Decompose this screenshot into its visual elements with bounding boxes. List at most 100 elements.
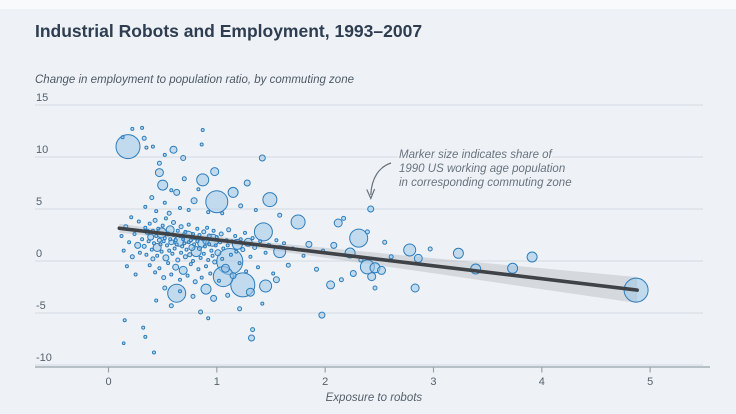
scatter-point <box>138 251 141 254</box>
scatter-point <box>185 248 188 251</box>
scatter-point <box>209 272 212 275</box>
scatter-point <box>148 222 151 225</box>
scatter-point <box>221 212 224 215</box>
scatter-point <box>368 273 376 281</box>
scatter-point <box>123 319 126 322</box>
scatter-point <box>227 228 231 232</box>
scatter-point <box>181 245 184 248</box>
scatter-point <box>218 279 221 282</box>
scatter-point <box>319 312 325 318</box>
scatter-point <box>302 254 305 257</box>
scatter-point <box>241 248 245 252</box>
scatter-point <box>211 254 214 257</box>
scatter-point <box>145 146 148 149</box>
scatter-point <box>315 267 319 271</box>
scatter-point <box>173 264 179 270</box>
scatter-point <box>206 226 209 229</box>
scatter-point <box>207 211 210 214</box>
scatter-point <box>200 143 203 146</box>
chart-title: Industrial Robots and Employment, 1993–2… <box>35 21 422 42</box>
scatter-point <box>170 146 177 153</box>
x-tick-label: 2 <box>322 376 328 388</box>
scatter-point <box>142 136 146 140</box>
scatter-point <box>226 244 229 247</box>
scatter-point <box>147 240 150 243</box>
scatter-point <box>215 250 221 256</box>
scatter-point <box>150 196 154 200</box>
scatter-point <box>187 223 190 226</box>
scatter-point <box>331 242 337 248</box>
scatter-point <box>153 351 156 354</box>
scatter-point <box>121 136 124 139</box>
scatter-point <box>350 271 356 277</box>
x-tick-label: 5 <box>647 376 653 388</box>
scatter-point <box>193 280 197 284</box>
scatter-point <box>122 342 125 345</box>
scatter-point <box>151 145 154 148</box>
scatter-point <box>157 161 161 165</box>
scatter-point <box>159 243 162 246</box>
scatter-point <box>189 239 192 242</box>
scatter-point <box>214 244 217 247</box>
scatter-point <box>234 235 237 238</box>
scatter-point <box>122 249 125 252</box>
scatter-point <box>389 255 393 259</box>
scatter-point <box>210 249 213 252</box>
scatter-point <box>171 252 174 255</box>
scatter-point <box>414 254 422 262</box>
scatter-point <box>174 239 177 242</box>
scatter-point <box>162 276 166 280</box>
scatter-point <box>120 235 123 238</box>
scatter-point <box>246 288 254 296</box>
scatter-point <box>183 255 187 259</box>
scatter-point <box>291 215 305 229</box>
scatter-point <box>163 201 166 204</box>
scatter-point <box>167 211 171 215</box>
scatter-point <box>179 278 182 281</box>
scatter-point <box>238 307 242 311</box>
y-tick-label: 10 <box>36 144 48 156</box>
scatter-point <box>163 286 167 290</box>
scatter-point <box>339 278 343 282</box>
scatter-point <box>155 235 158 238</box>
scatter-point <box>192 233 195 236</box>
scatter-point <box>131 127 134 130</box>
scatter-point <box>254 223 272 241</box>
scatter-point <box>182 238 185 241</box>
scatter-point <box>251 328 255 332</box>
scatter-point <box>191 198 197 204</box>
scatter-point <box>202 230 206 234</box>
scatter-point <box>202 252 205 255</box>
y-tick-label: 0 <box>36 248 42 260</box>
scatter-point <box>142 326 145 329</box>
scatter-point <box>160 250 163 253</box>
scatter-point <box>144 335 147 338</box>
scatter-point <box>239 238 242 241</box>
scatter-point <box>527 252 537 262</box>
scatter-point <box>327 281 335 289</box>
scatter-point <box>264 251 267 254</box>
scatter-point <box>199 310 203 314</box>
scatter-point <box>244 231 247 234</box>
scatter-point <box>163 255 169 261</box>
scatter-point <box>368 206 374 212</box>
scatter-point <box>134 273 137 276</box>
scatter-point <box>230 273 236 279</box>
scatter-point <box>173 247 176 250</box>
scatter-point <box>263 193 277 207</box>
scatter-point <box>239 204 243 208</box>
scatter-point <box>191 294 195 298</box>
scatter-point <box>144 205 147 208</box>
scatter-point <box>378 266 386 274</box>
scatter-point <box>155 299 158 302</box>
scatter-point <box>200 276 203 279</box>
x-tick-label: 0 <box>105 376 111 388</box>
scatter-point <box>273 277 279 283</box>
annotation-text: in corresponding commuting zone <box>399 177 572 189</box>
scatter-point <box>155 210 158 213</box>
scatter-point <box>219 232 223 236</box>
scatter-point <box>306 241 312 247</box>
scatter-point <box>278 213 282 217</box>
scatter-point <box>249 255 252 258</box>
scatter-point <box>168 284 186 302</box>
